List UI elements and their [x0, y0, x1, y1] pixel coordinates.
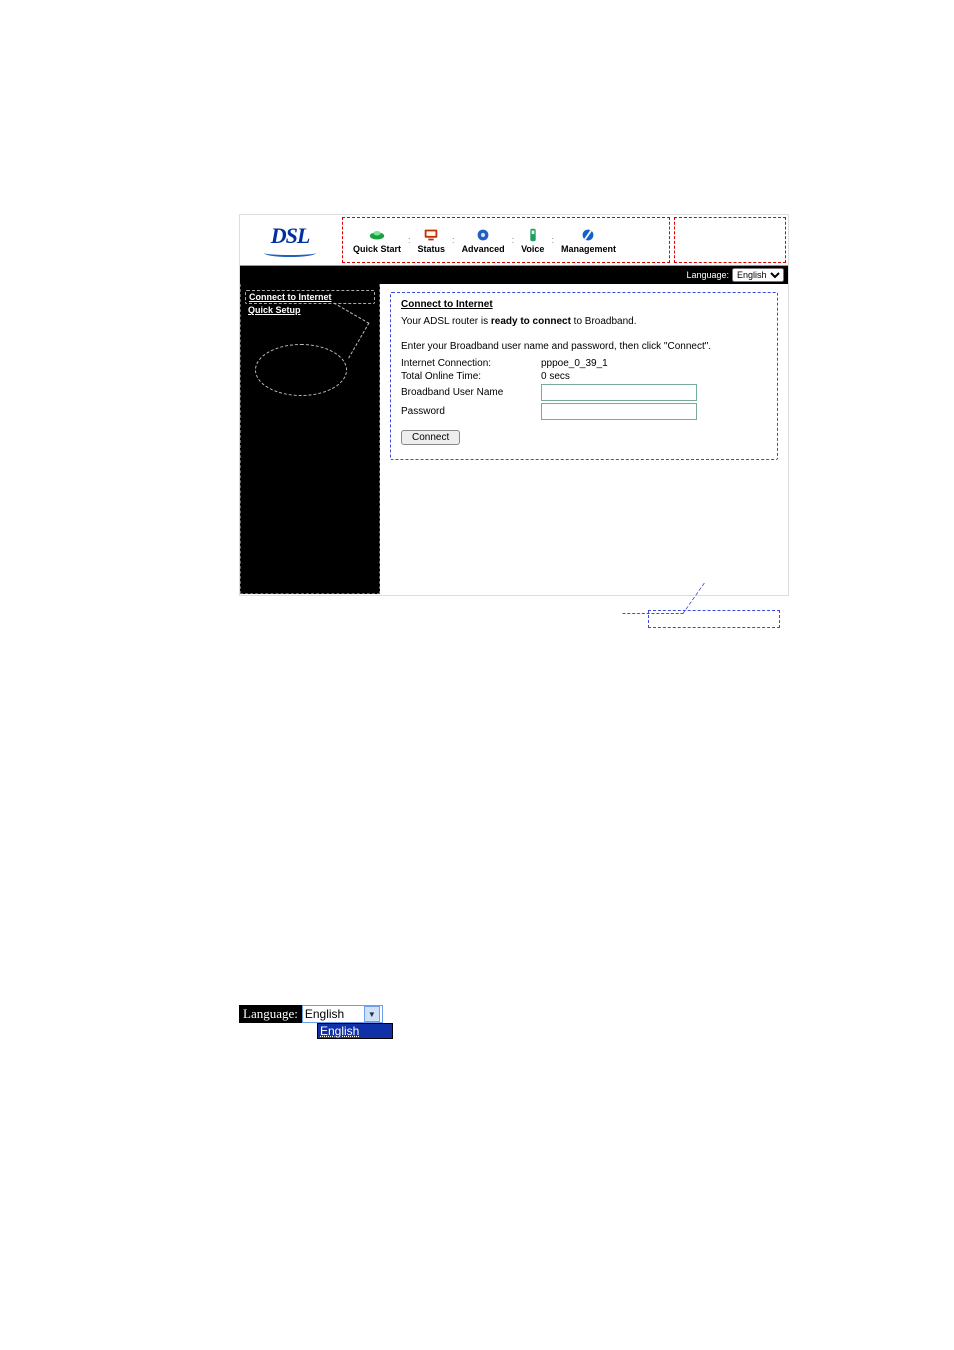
- language-dropdown-open: English: [317, 1023, 393, 1039]
- router-admin-window: DSL Quick Start : Status : Advanced : Vo…: [239, 214, 789, 596]
- logo-swoosh-icon: [264, 249, 316, 257]
- panel-instruction: Enter your Broadband user name and passw…: [401, 341, 767, 352]
- subtitle-bold: ready to connect: [491, 316, 571, 327]
- body: Connect to Internet Quick Setup Connect …: [240, 284, 788, 594]
- language-select[interactable]: English: [732, 268, 784, 282]
- nav-label: Advanced: [462, 244, 505, 254]
- nav-separator: :: [452, 235, 455, 245]
- language-label: Language:: [686, 270, 729, 280]
- monitor-icon: [422, 227, 440, 243]
- row-internet-connection: Internet Connection: pppoe_0_39_1: [401, 358, 767, 369]
- language-label-large: Language:: [239, 1005, 302, 1023]
- wrench-icon: [579, 227, 597, 243]
- connect-button[interactable]: Connect: [401, 430, 460, 445]
- language-option-english[interactable]: English: [318, 1024, 392, 1038]
- row-total-online-time: Total Online Time: 0 secs: [401, 371, 767, 382]
- broadband-user-input[interactable]: [541, 384, 697, 401]
- label-broadband-user: Broadband User Name: [401, 387, 541, 398]
- header: DSL Quick Start : Status : Advanced : Vo…: [240, 215, 788, 266]
- nav-advanced[interactable]: Advanced: [462, 227, 505, 254]
- panel-title: Connect to Internet: [401, 299, 767, 310]
- header-right-callout: [674, 217, 786, 263]
- logo-text: DSL: [271, 223, 310, 249]
- value-total-online-time: 0 secs: [541, 371, 570, 382]
- nav-management[interactable]: Management: [561, 227, 616, 254]
- language-dropdown-figure: Language: English ▼ English: [239, 1005, 394, 1039]
- gear-icon: [474, 227, 492, 243]
- subtitle-post: to Broadband.: [571, 316, 637, 327]
- language-bar: Language: English: [240, 266, 788, 284]
- language-selected-text: English: [305, 1007, 344, 1021]
- nav-label: Management: [561, 244, 616, 254]
- sidebar: Connect to Internet Quick Setup: [240, 284, 380, 594]
- label-password: Password: [401, 406, 541, 417]
- nav-label: Voice: [521, 244, 544, 254]
- nav-separator: :: [512, 235, 515, 245]
- top-nav: Quick Start : Status : Advanced : Voice …: [342, 217, 670, 263]
- row-password: Password: [401, 403, 767, 420]
- callout-box: [648, 610, 780, 628]
- nav-separator: :: [551, 235, 554, 245]
- nav-voice[interactable]: Voice: [521, 227, 544, 254]
- language-select-closed[interactable]: English ▼: [302, 1005, 383, 1023]
- saucer-icon: [368, 227, 386, 243]
- subtitle-pre: Your ADSL router is: [401, 316, 491, 327]
- phone-icon: [524, 227, 542, 243]
- nav-label: Quick Start: [353, 244, 401, 254]
- row-broadband-user: Broadband User Name: [401, 384, 767, 401]
- nav-quick-start[interactable]: Quick Start: [353, 227, 401, 254]
- password-input[interactable]: [541, 403, 697, 420]
- callout-ellipse-icon: [255, 344, 347, 396]
- nav-separator: :: [408, 235, 411, 245]
- connect-panel: Connect to Internet Your ADSL router is …: [390, 292, 778, 460]
- nav-label: Status: [418, 244, 446, 254]
- panel-subtitle: Your ADSL router is ready to connect to …: [401, 316, 767, 327]
- main-content: Connect to Internet Your ADSL router is …: [380, 284, 788, 594]
- label-total-online-time: Total Online Time:: [401, 371, 541, 382]
- nav-status[interactable]: Status: [418, 227, 446, 254]
- language-row: Language: English ▼: [239, 1005, 394, 1023]
- logo: DSL: [240, 215, 340, 265]
- chevron-down-icon: ▼: [364, 1006, 380, 1022]
- label-internet-connection: Internet Connection:: [401, 358, 541, 369]
- value-internet-connection: pppoe_0_39_1: [541, 358, 608, 369]
- sidebar-item-connect-to-internet[interactable]: Connect to Internet: [245, 290, 375, 304]
